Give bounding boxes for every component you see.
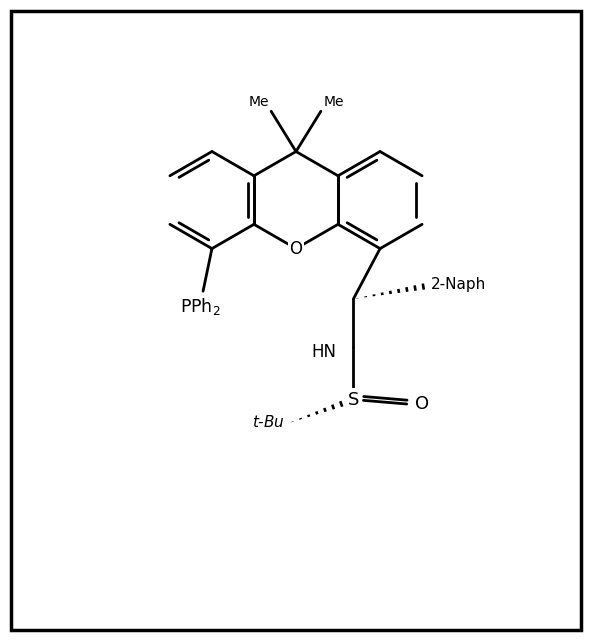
Text: O: O xyxy=(289,240,303,258)
Text: Me: Me xyxy=(248,95,269,109)
Text: O: O xyxy=(415,395,429,413)
Text: S: S xyxy=(348,390,359,408)
Text: PPh$_2$: PPh$_2$ xyxy=(180,296,220,317)
Text: Me: Me xyxy=(323,95,344,109)
Text: HN: HN xyxy=(312,343,337,361)
Text: $t$-Bu: $t$-Bu xyxy=(252,414,285,430)
Text: 2-Naph: 2-Naph xyxy=(431,277,486,292)
